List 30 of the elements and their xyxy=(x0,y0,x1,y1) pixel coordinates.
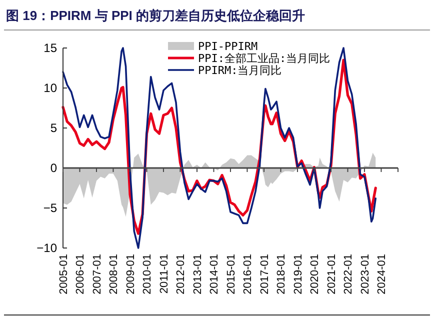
x-tick-label: 2010-01 xyxy=(142,254,154,294)
x-tick-label: 2006-01 xyxy=(74,254,87,294)
x-tick-label: 2018-01 xyxy=(276,254,288,294)
x-tick-label: 2005-01 xyxy=(58,254,70,294)
x-tick-label: 2007-01 xyxy=(91,254,104,294)
legend-label: PPIRM:当月同比 xyxy=(198,64,282,77)
x-tick-label: 2012-01 xyxy=(175,254,188,294)
x-tick-label: 2023-01 xyxy=(359,254,372,294)
legend-label: PPI-PPIRM xyxy=(198,40,258,53)
x-tick-label: 2020-01 xyxy=(309,254,322,294)
x-tick-label: 2019-01 xyxy=(292,254,304,294)
y-tick-label: 10 xyxy=(44,81,58,96)
x-tick-label: 2024-01 xyxy=(376,254,388,294)
y-tick-label: 15 xyxy=(44,41,58,56)
chart-title: 图 19：PPIRM 与 PPI 的剪刀差自历史低位企稳回升 xyxy=(6,8,306,23)
x-tick-label: 2011-01 xyxy=(158,254,170,294)
x-tick-label: 2014-01 xyxy=(208,254,221,294)
y-tick-label: −10 xyxy=(36,241,58,256)
x-tick-label: 2017-01 xyxy=(258,254,271,294)
x-tick-label: 2016-01 xyxy=(242,254,254,294)
x-tick-label: 2008-01 xyxy=(108,254,120,294)
y-tick-label: −5 xyxy=(43,201,58,216)
x-tick-label: 2022-01 xyxy=(342,254,355,294)
y-tick-label: 0 xyxy=(50,161,58,176)
legend-label: PPI:全部工业品:当月同比 xyxy=(198,52,330,65)
x-tick-label: 2009-01 xyxy=(124,254,137,294)
y-tick-label: 5 xyxy=(50,121,58,136)
x-tick-label: 2015-01 xyxy=(225,254,238,294)
x-tick-label: 2021-01 xyxy=(326,254,338,294)
x-tick-label: 2013-01 xyxy=(192,254,204,294)
